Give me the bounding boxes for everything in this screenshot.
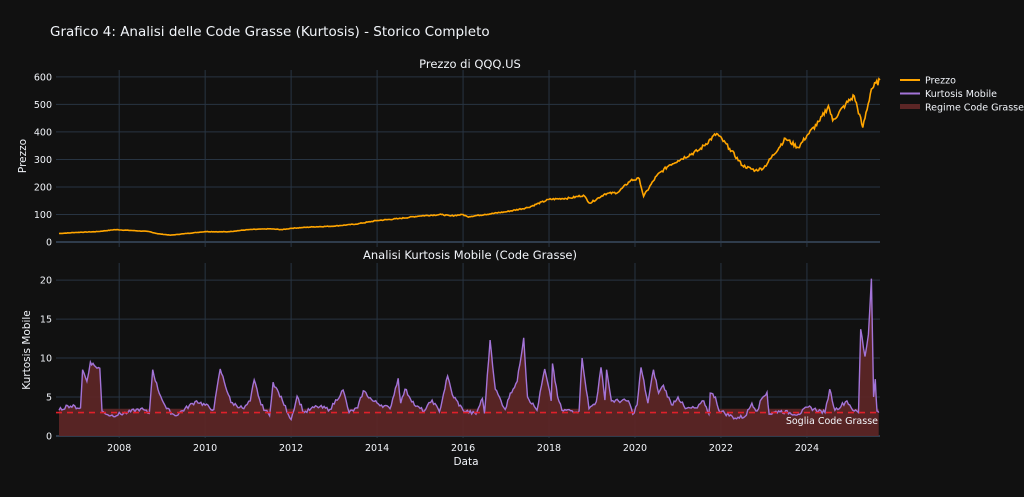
legend: Prezzo Kurtosis Mobile Regime Code Grass… bbox=[900, 76, 1024, 114]
legend-label: Kurtosis Mobile bbox=[925, 89, 997, 100]
y-tick-label: 400 bbox=[34, 127, 52, 138]
y-tick-label: 100 bbox=[34, 210, 52, 221]
x-tick-label: 2022 bbox=[709, 443, 733, 454]
x-axis-title: Data bbox=[453, 456, 478, 468]
figure-title: Grafico 4: Analisi delle Code Grasse (Ku… bbox=[50, 24, 490, 40]
price-subplot: 0 100 200 300 400 500 600 bbox=[34, 70, 881, 249]
legend-item-prezzo[interactable]: Prezzo bbox=[900, 76, 956, 87]
price-line bbox=[58, 77, 881, 237]
price-subplot-title: Prezzo di QQQ.US bbox=[419, 57, 521, 71]
y-tick-label: 20 bbox=[40, 276, 52, 287]
legend-item-kurtosis[interactable]: Kurtosis Mobile bbox=[900, 89, 997, 100]
y-tick-label: 600 bbox=[34, 72, 52, 83]
x-tick-label: 2008 bbox=[107, 443, 131, 454]
x-tick-label: 2012 bbox=[279, 443, 303, 454]
legend-label: Regime Code Grasse bbox=[925, 103, 1024, 114]
x-tick-label: 2020 bbox=[623, 443, 647, 454]
x-tick-label: 2018 bbox=[537, 443, 561, 454]
legend-label: Prezzo bbox=[925, 76, 956, 87]
y-tick-label: 200 bbox=[34, 182, 52, 193]
threshold-label: Soglia Code Grasse bbox=[786, 416, 878, 427]
y-tick-label: 15 bbox=[40, 315, 52, 326]
x-tick-label: 2014 bbox=[365, 443, 389, 454]
y-tick-label: 0 bbox=[46, 238, 52, 249]
y-tick-label: 0 bbox=[46, 431, 52, 442]
y-tick-label: 300 bbox=[34, 155, 52, 166]
legend-swatch-regime bbox=[900, 104, 920, 109]
price-y-axis-title: Prezzo bbox=[17, 139, 29, 173]
x-tick-label: 2016 bbox=[451, 443, 475, 454]
kurtosis-subplot-title: Analisi Kurtosis Mobile (Code Grasse) bbox=[363, 248, 577, 262]
legend-item-regime[interactable]: Regime Code Grasse bbox=[900, 103, 1024, 114]
kurtosis-line bbox=[58, 278, 880, 422]
regime-fill-area bbox=[59, 278, 879, 436]
x-tick-label: 2024 bbox=[795, 443, 819, 454]
y-tick-label: 500 bbox=[34, 100, 52, 111]
y-tick-label: 5 bbox=[46, 393, 52, 404]
kurtosis-subplot: 2008 2010 2012 2014 2016 2018 2020 2022 2024 0 5 10… bbox=[40, 263, 880, 454]
y-tick-label: 10 bbox=[40, 354, 52, 365]
kurtosis-y-axis-title: Kurtosis Mobile bbox=[21, 310, 33, 390]
x-tick-label: 2010 bbox=[193, 443, 217, 454]
